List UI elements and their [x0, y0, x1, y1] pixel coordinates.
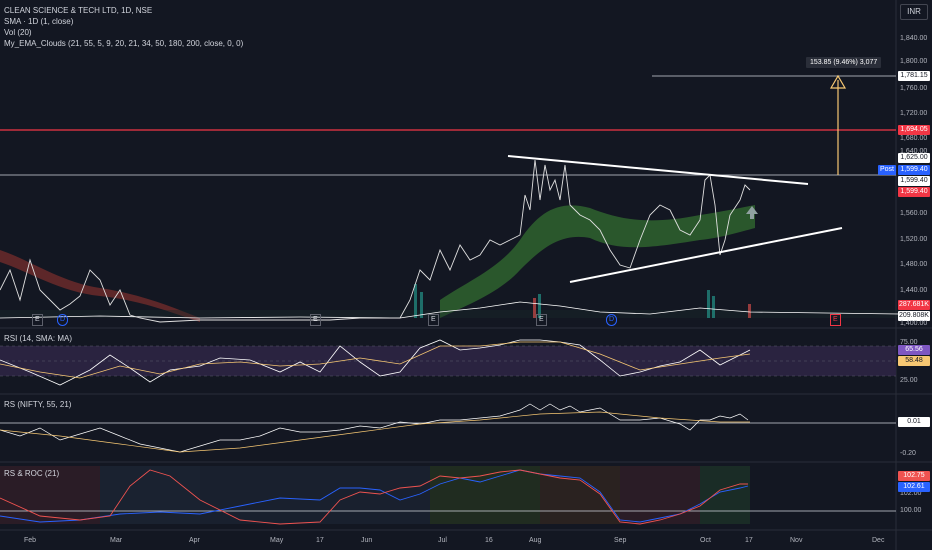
volume-ma-line — [0, 301, 901, 319]
time-tick: 17 — [316, 537, 324, 544]
time-tick: Sep — [614, 537, 627, 544]
volume-tag: 287.681K — [898, 300, 930, 310]
post-market-badge: Post — [878, 165, 896, 175]
price-tick: 1,560.00 — [900, 210, 928, 217]
rsroc-tick: 102.00 — [900, 490, 922, 497]
rs-value-tag: 0.01 — [898, 417, 930, 427]
time-tick: May — [270, 537, 284, 544]
post-market-price-tag: 1,599.40 — [898, 165, 930, 175]
price-tick: 1,440.00 — [900, 287, 928, 294]
rsi-pane-label[interactable]: RSI (14, SMA: MA) — [4, 334, 73, 343]
price-tick-clipped: 1,400.00 — [900, 320, 928, 327]
price-tick: 1,520.00 — [900, 236, 928, 243]
rs-line — [0, 403, 749, 453]
time-tick: Mar — [110, 537, 123, 544]
rsroc-pane-label[interactable]: RS & ROC (21) — [4, 469, 60, 478]
earnings-marker[interactable]: E — [32, 314, 43, 326]
green-ema-cloud — [440, 205, 755, 318]
time-tick: Jun — [361, 537, 373, 544]
rsi-line — [0, 339, 751, 386]
indicator-ema-clouds[interactable]: My_EMA_Clouds (21, 55, 5, 9, 20, 21, 34,… — [4, 39, 244, 48]
indicator-volume[interactable]: Vol (20) — [4, 28, 32, 37]
rsroc-blue-tag: 102.61 — [898, 482, 930, 492]
earnings-marker[interactable]: E — [428, 314, 439, 326]
volume-bars — [0, 284, 900, 318]
resistance-price-tag: 1,694.05 — [898, 125, 930, 135]
rs-ma-line — [0, 411, 750, 453]
rsroc-red-tag: 102.75 — [898, 471, 930, 481]
time-tick: Dec — [872, 537, 885, 544]
time-tick: Feb — [24, 537, 37, 544]
dividend-marker[interactable]: D — [57, 314, 69, 326]
time-tick: Nov — [790, 537, 803, 544]
dividend-marker[interactable]: D — [606, 314, 618, 326]
rs-roc-red-line — [0, 469, 748, 525]
measure-label: 153.85 (9.46%) 3,077 — [806, 57, 882, 68]
volume-ma-tag: 209.808K — [898, 311, 930, 321]
close-price-tag: 1,599.40 — [898, 187, 930, 197]
time-tick: Jul — [438, 537, 447, 544]
time-tick: 17 — [745, 537, 753, 544]
rsi-ma-line — [0, 341, 751, 379]
time-tick: Aug — [529, 537, 542, 544]
earnings-marker[interactable]: E — [536, 314, 547, 326]
lower-trendline[interactable] — [569, 227, 843, 283]
price-tick: 1,480.00 — [900, 261, 928, 268]
earnings-marker-upcoming[interactable]: E — [830, 314, 841, 326]
rsi-value-tag: 65.56 — [898, 345, 930, 355]
earnings-marker[interactable]: E — [310, 314, 321, 326]
time-tick: Oct — [700, 537, 711, 544]
red-ema-cloud — [0, 250, 200, 322]
last-price-tag: 1,599.40 — [898, 176, 930, 186]
price-tick: 1,720.00 — [900, 110, 928, 117]
level-price-tag: 1,625.00 — [898, 153, 930, 163]
time-tick: Apr — [189, 537, 200, 544]
projection-arrowhead — [829, 74, 847, 89]
price-tick: 1,840.00 — [900, 35, 928, 42]
price-tick: 1,640.00 — [900, 148, 928, 155]
symbol-title[interactable]: CLEAN SCIENCE & TECH LTD, 1D, NSE — [4, 6, 153, 15]
rs-pane-label[interactable]: RS (NIFTY, 55, 21) — [4, 400, 72, 409]
rsi-ma-tag: 58.48 — [898, 356, 930, 366]
rsi-tick: 25.00 — [900, 377, 918, 384]
target-price-tag: 1,781.15 — [898, 71, 930, 81]
rsi-tick: 75.00 — [900, 339, 918, 346]
indicator-sma[interactable]: SMA · 1D (1, close) — [4, 17, 74, 26]
price-tick: 1,760.00 — [900, 85, 928, 92]
time-tick: 16 — [485, 537, 493, 544]
up-arrow-icon — [746, 206, 758, 219]
currency-button[interactable]: INR — [900, 4, 928, 20]
price-tick: 1,680.00 — [900, 135, 928, 142]
rs-tick: -0.20 — [900, 450, 916, 457]
rsroc-tick: 100.00 — [900, 507, 922, 514]
price-line — [0, 159, 751, 323]
upper-trendline[interactable] — [507, 155, 809, 185]
price-tick: 1,800.00 — [900, 58, 928, 65]
